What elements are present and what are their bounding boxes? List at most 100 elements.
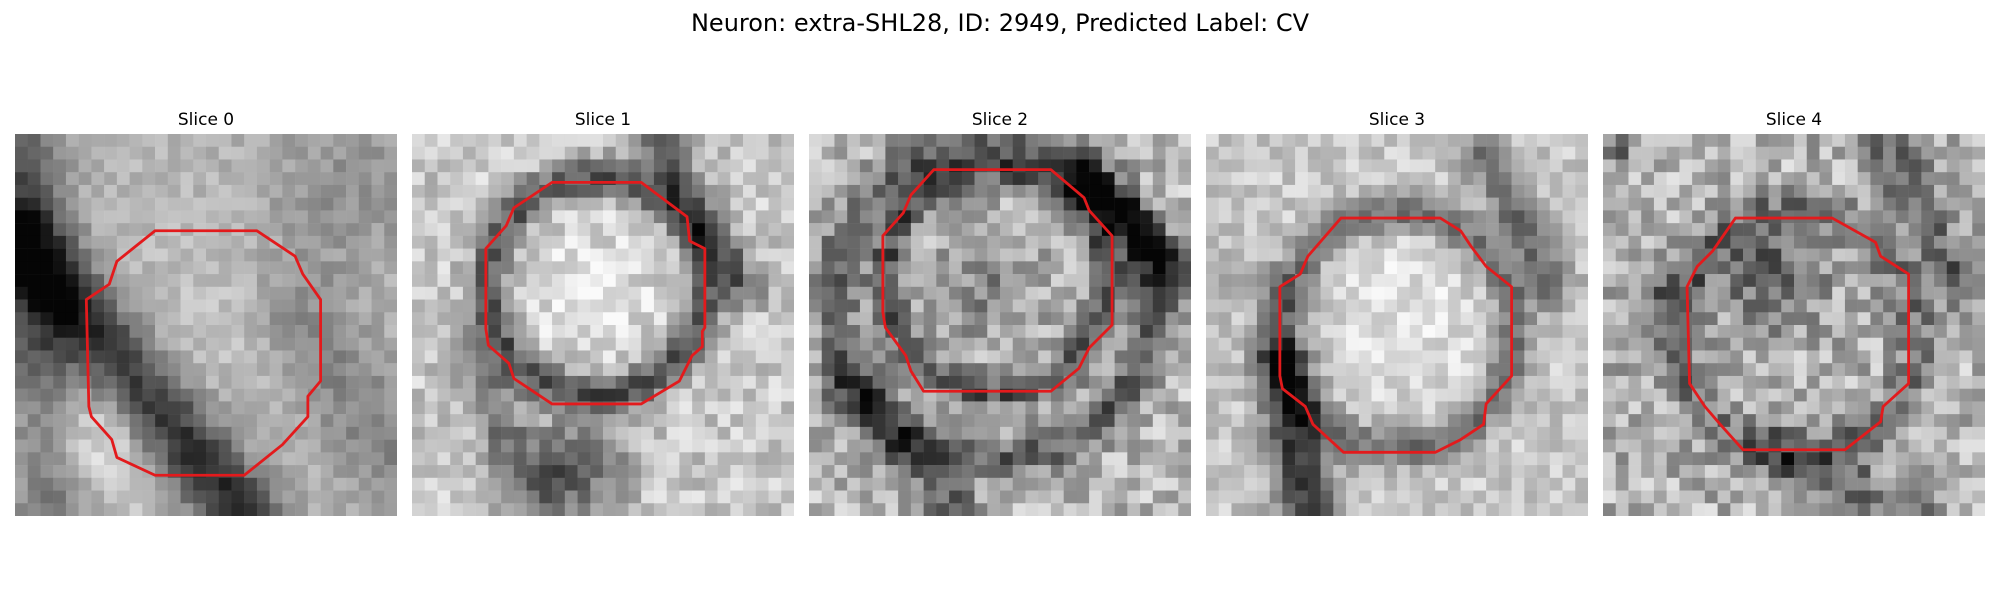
pixel — [1269, 503, 1283, 516]
pixel — [15, 503, 28, 516]
pixel — [1781, 337, 1795, 351]
pixel — [692, 375, 706, 389]
pixel — [564, 363, 578, 377]
pixel — [872, 465, 886, 479]
pixel — [180, 312, 194, 326]
pixel — [1358, 172, 1372, 186]
pixel — [1140, 210, 1154, 224]
pixel — [1333, 375, 1347, 389]
pixel — [1641, 439, 1655, 453]
pixel — [1333, 477, 1347, 491]
pixel — [666, 299, 680, 313]
pixel — [1012, 477, 1026, 491]
pixel — [1422, 426, 1436, 440]
pixel — [412, 325, 425, 338]
pixel — [1537, 286, 1551, 300]
pixel — [653, 503, 667, 516]
pixel — [1206, 490, 1219, 504]
pixel — [1346, 248, 1360, 262]
pixel — [1000, 274, 1013, 288]
pixel — [1089, 363, 1103, 377]
pixel — [1050, 465, 1064, 479]
pixel — [1050, 261, 1064, 275]
pixel — [1857, 146, 1871, 160]
pixel — [155, 197, 169, 211]
pixel — [1320, 490, 1334, 504]
pixel — [1140, 248, 1154, 262]
pixel — [1038, 337, 1052, 351]
pixel — [564, 299, 578, 313]
pixel — [333, 312, 347, 326]
pixel — [1959, 388, 1973, 402]
pixel — [231, 477, 245, 491]
pixel — [936, 197, 950, 211]
pixel — [1972, 146, 1985, 160]
pixel — [1460, 299, 1474, 313]
pixel — [821, 465, 835, 479]
pixel — [1231, 465, 1245, 479]
pixel — [1076, 426, 1090, 440]
pixel — [1603, 184, 1616, 198]
pixel — [1603, 210, 1616, 224]
pixel — [834, 414, 848, 428]
pixel — [834, 159, 848, 173]
pixel — [475, 363, 489, 377]
pixel — [129, 146, 143, 160]
pixel — [1921, 350, 1935, 364]
pixel — [628, 286, 642, 300]
pixel — [1946, 375, 1960, 389]
pixel — [1679, 325, 1693, 338]
pixel — [1435, 146, 1449, 160]
pixel — [1269, 184, 1283, 198]
pixel — [717, 337, 731, 351]
pixel — [1038, 172, 1052, 186]
pixel — [358, 261, 372, 275]
pixel — [1025, 299, 1039, 313]
pixel — [475, 401, 489, 415]
pixel — [730, 363, 744, 377]
pixel — [295, 426, 309, 440]
pixel — [1562, 414, 1576, 428]
pixel — [513, 261, 527, 275]
pixel — [1152, 172, 1166, 186]
pixel — [755, 261, 769, 275]
pixel — [859, 414, 873, 428]
pixel — [1256, 350, 1270, 364]
pixel — [27, 452, 41, 466]
pixel — [936, 134, 950, 147]
pixel — [1050, 146, 1064, 160]
pixel — [859, 312, 873, 326]
pixel — [1524, 210, 1538, 224]
pixel — [1038, 490, 1052, 504]
pixel — [424, 261, 438, 275]
pixel — [1562, 490, 1576, 504]
pixel — [384, 184, 397, 198]
pixel — [1946, 490, 1960, 504]
pixel — [1114, 184, 1128, 198]
pixel — [1422, 248, 1436, 262]
pixel — [462, 363, 476, 377]
pixel — [1140, 146, 1154, 160]
pixel — [1371, 146, 1385, 160]
pixel — [358, 426, 372, 440]
pixel — [885, 503, 899, 516]
pixel — [167, 197, 181, 211]
slice-panel-1: Slice 1 — [412, 108, 794, 516]
pixel — [1908, 465, 1922, 479]
pixel — [692, 134, 706, 147]
pixel — [167, 350, 181, 364]
pixel — [949, 452, 963, 466]
pixel — [1152, 465, 1166, 479]
pixel — [809, 312, 822, 326]
pixel — [358, 248, 372, 262]
pixel — [1819, 477, 1833, 491]
pixel — [1050, 503, 1064, 516]
pixel — [603, 248, 616, 262]
pixel — [65, 134, 79, 147]
pixel — [898, 223, 912, 237]
pixel — [885, 184, 899, 198]
pixel — [282, 363, 296, 377]
pixel — [1806, 172, 1820, 186]
pixel — [1307, 172, 1321, 186]
pixel — [475, 503, 489, 516]
